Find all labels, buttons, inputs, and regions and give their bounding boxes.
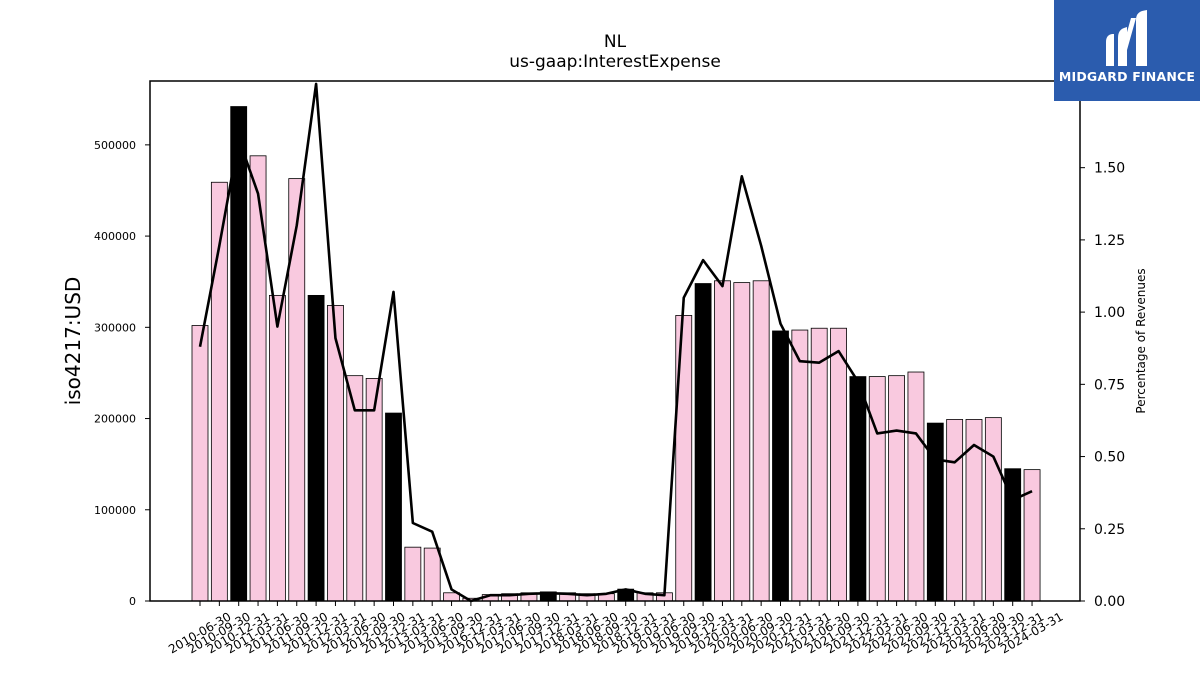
logo-text: MIDGARD FINANCE — [1058, 69, 1196, 84]
y-tick-label: 200000 — [94, 413, 136, 426]
bar-2020-03-31 — [714, 280, 731, 602]
y2-axis-label: Percentage of Revenues — [1134, 268, 1148, 413]
bar-2011-12-31 — [307, 294, 325, 602]
bar-2024-03-31 — [1023, 469, 1041, 602]
bar-2012-12-31 — [385, 412, 402, 602]
brand-logo: MIDGARD FINANCE — [1054, 0, 1200, 101]
bar-2019-09-30 — [675, 315, 693, 602]
plot-frame — [149, 80, 1081, 602]
bar-2011-03-31 — [249, 155, 267, 602]
chart-subtitle: us-gaap:InterestExpense — [509, 52, 721, 72]
y2-tick-label: 0.00 — [1094, 594, 1125, 610]
y-tick-label: 100000 — [94, 504, 136, 517]
y2-tick-label: 1.25 — [1094, 233, 1125, 249]
bar-2013-03-31 — [404, 546, 422, 602]
bar-2020-06-30 — [733, 282, 751, 602]
percentage-of-revenues-line — [198, 82, 1033, 603]
y-tick-label: 0 — [129, 595, 136, 608]
bar-2020-12-31 — [772, 330, 789, 602]
y-axis-label: iso4217:USD — [61, 277, 85, 406]
chart-title: NL — [603, 32, 627, 52]
bar-2021-12-31 — [849, 376, 867, 602]
bar-2021-03-31 — [791, 329, 809, 602]
bar-2023-09-30 — [984, 417, 1002, 602]
bar-2020-09-30 — [752, 280, 770, 602]
bar-2023-03-31 — [946, 419, 964, 602]
bar-2012-03-31 — [327, 305, 344, 602]
bar-2013-06-30 — [423, 547, 441, 602]
bar-2010-06-30 — [191, 325, 209, 602]
y2-tick-label: 1.50 — [1094, 161, 1125, 177]
bar-2010-12-31 — [230, 106, 248, 602]
bar-2022-06-30 — [888, 375, 905, 602]
bar-2022-09-30 — [907, 371, 925, 602]
y2-tick-label: 1.00 — [1094, 305, 1125, 321]
bar-2011-06-30 — [268, 294, 286, 602]
midgard-m-icon — [1106, 10, 1147, 66]
bar-2012-09-30 — [365, 377, 383, 602]
y2-tick-label: 0.75 — [1094, 377, 1125, 393]
bar-2022-03-31 — [868, 376, 886, 602]
bar-2019-12-31 — [694, 283, 712, 602]
bar-2011-09-30 — [288, 178, 306, 602]
bar-2021-09-30 — [830, 327, 847, 602]
y-tick-label: 400000 — [94, 230, 136, 243]
bar-2021-06-30 — [810, 327, 828, 602]
y-tick-label: 500000 — [94, 139, 136, 152]
y2-tick-label: 0.50 — [1094, 450, 1125, 466]
y2-tick-label: 0.25 — [1094, 522, 1125, 538]
y-tick-label: 300000 — [94, 321, 136, 334]
